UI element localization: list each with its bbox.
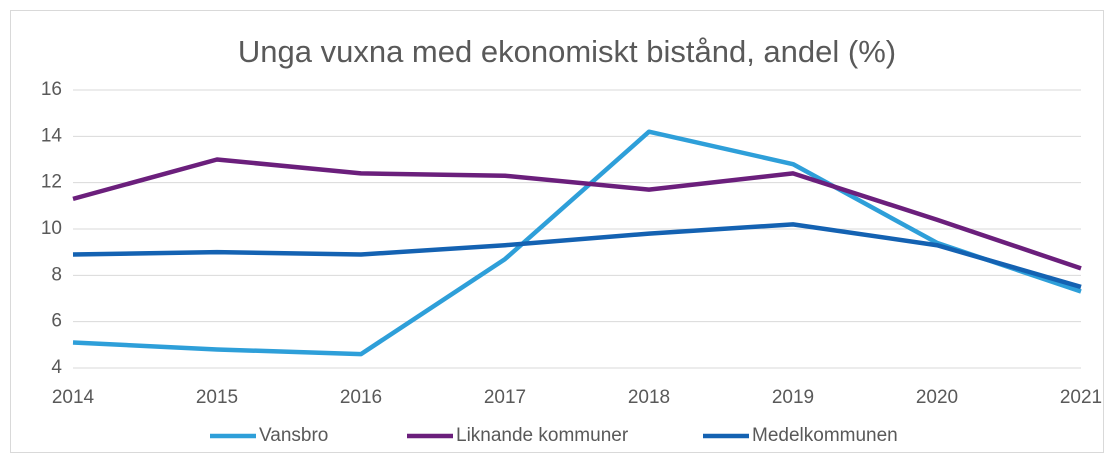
- x-tick-label: 2019: [772, 387, 814, 408]
- x-tick-label: 2017: [484, 387, 526, 408]
- y-tick-label: 4: [51, 357, 62, 378]
- series-line: [72, 157, 1082, 271]
- legend-label: Liknande kommuner: [456, 425, 629, 446]
- chart-title: Unga vuxna med ekonomiskt bistånd, andel…: [238, 34, 896, 69]
- series-line: [72, 222, 1082, 290]
- y-tick-label: 10: [41, 218, 62, 239]
- y-tick-label: 14: [41, 125, 63, 146]
- x-tick-label: 2020: [916, 387, 958, 408]
- x-tick-label: 2015: [196, 387, 238, 408]
- legend-label: Vansbro: [259, 425, 328, 446]
- y-tick-label: 8: [51, 264, 62, 285]
- y-tick-label: 16: [41, 79, 62, 100]
- x-tick-label: 2018: [628, 387, 670, 408]
- chart-border: [10, 10, 1104, 453]
- x-tick-label: 2021: [1060, 387, 1102, 408]
- legend-label: Medelkommunen: [752, 425, 898, 446]
- x-tick-label: 2016: [340, 387, 382, 408]
- y-tick-label: 12: [41, 172, 62, 193]
- x-tick-label: 2014: [52, 387, 95, 408]
- series-line: [72, 129, 1082, 357]
- y-tick-label: 6: [51, 311, 62, 332]
